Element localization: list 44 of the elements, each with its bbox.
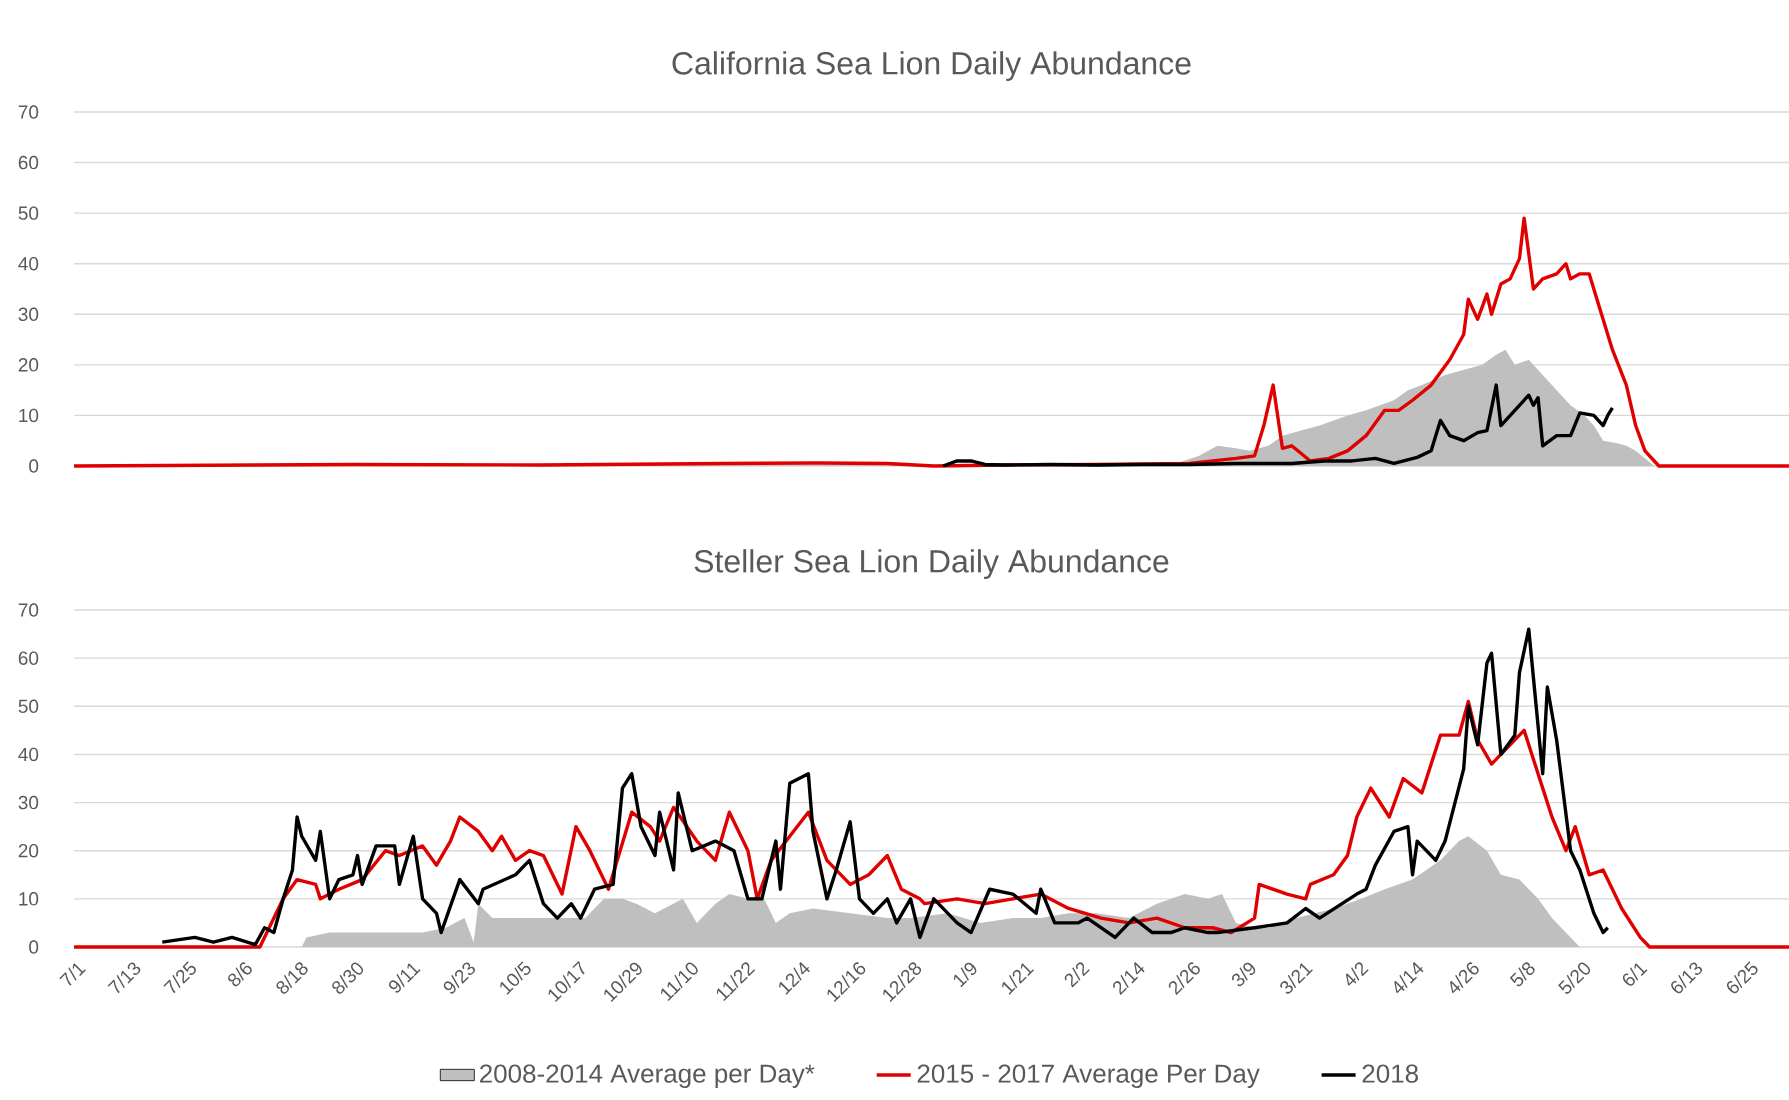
y-tick-label: 40 (18, 256, 39, 271)
y-tick-label: 60 (18, 651, 39, 665)
y-tick-label: 0 (29, 940, 39, 954)
x-tick-label: 2/2 (1064, 962, 1090, 988)
legend-label: 2018 (1362, 1064, 1418, 1083)
legend-label: 2015 - 2017 Average Per Day (917, 1064, 1260, 1088)
y-tick-label: 70 (18, 603, 39, 617)
y-tick-label: 60 (18, 155, 39, 170)
x-tick-label: 1/21 (1002, 963, 1035, 995)
x-tick-label: 5/8 (1509, 962, 1535, 987)
y-tick-label: 10 (19, 892, 39, 906)
x-tick-label: 9/23 (443, 962, 475, 994)
chart-title: Steller Sea Lion Daily Abundance (694, 549, 1169, 580)
x-tick-label: 8/18 (276, 962, 308, 994)
y-tick-label: 10 (19, 408, 39, 423)
line-series (941, 383, 1615, 468)
x-tick-label: 6/13 (1671, 962, 1702, 994)
y-tick-label: 20 (18, 358, 39, 372)
y-tick-label: 50 (18, 699, 39, 714)
x-tick-label: 8/6 (228, 962, 252, 987)
x-tick-label: 1/9 (953, 962, 977, 988)
x-tick-label: 5/20 (1558, 962, 1591, 994)
x-tick-label: 4/2 (1345, 962, 1369, 986)
x-tick-label: 7/25 (163, 961, 196, 994)
x-tick-label: 3/21 (1280, 963, 1313, 994)
legend-label: 2008-2014 Average per Day* (480, 1064, 815, 1088)
y-tick-label: 50 (18, 206, 39, 220)
x-tick-label: 8/30 (332, 962, 364, 994)
x-tick-label: 4/14 (1394, 961, 1424, 994)
y-tick-label: 30 (18, 795, 39, 810)
x-tick-label: 7/1 (59, 963, 86, 986)
y-tick-label: 40 (18, 747, 39, 762)
line-series (72, 216, 1789, 468)
chart-title: California Sea Lion Daily Abundance (672, 51, 1191, 82)
x-tick-label: 9/11 (388, 963, 421, 993)
line-series (160, 627, 1610, 947)
x-tick-label: 7/13 (107, 962, 141, 994)
x-tick-label: 4/26 (1450, 962, 1479, 994)
y-tick-label: 30 (18, 307, 39, 322)
y-tick-label: 20 (18, 843, 39, 858)
y-tick-label: 0 (29, 459, 39, 473)
x-tick-label: 6/1 (1622, 963, 1648, 986)
y-tick-label: 70 (18, 105, 39, 119)
x-tick-label: 3/9 (1231, 962, 1256, 987)
